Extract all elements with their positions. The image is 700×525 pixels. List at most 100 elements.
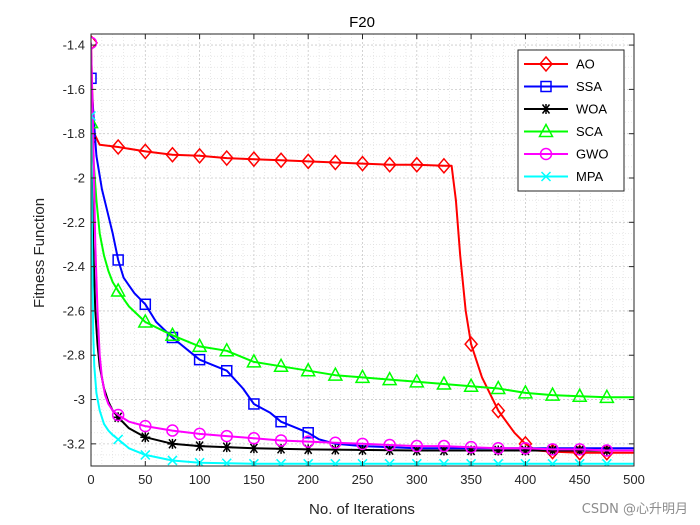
data-point-sca [191,337,208,353]
data-point-gwo [600,444,614,457]
y-tick-label: -1.4 [63,38,85,53]
data-point-ao [274,152,289,169]
data-point-ao [436,157,451,174]
legend-label: WOA [576,102,607,117]
data-point-mpa [221,458,232,466]
legend-marker [538,122,554,138]
data-point-gwo [437,439,451,453]
data-point-gwo [383,438,396,452]
data-point-mpa [276,458,287,466]
x-tick-label: 400 [515,472,537,487]
y-tick-label: -1.8 [63,126,85,141]
data-point-woa [547,445,558,456]
legend-entry-ao: AO [524,55,595,73]
series-layer [91,34,634,466]
data-point-ao [464,336,479,353]
data-point-woa [167,438,178,449]
x-tick-label: 150 [243,472,265,487]
data-point-woa [140,432,151,443]
y-tick-label: -2 [73,171,85,186]
data-point-gwo [247,432,261,445]
data-point-ao [328,154,343,171]
data-point-woa [411,445,422,456]
data-point-sca [300,362,316,377]
data-point-mpa [547,458,558,466]
x-tick-label: 50 [138,472,152,487]
data-point-ao [409,156,424,173]
data-point-gwo [519,442,532,455]
legend-box [517,49,625,192]
data-point-woa [113,412,124,423]
y-tick-label: -2.8 [63,348,85,363]
data-point-gwo [464,440,478,454]
data-point-sca [137,313,154,328]
data-point-ao [91,34,98,52]
x-tick-label: 350 [460,472,482,487]
data-point-sca [354,368,371,384]
data-point-gwo [546,443,559,456]
x-tick-label: 200 [297,472,319,487]
data-point-sca [381,371,398,386]
legend-marker [540,80,552,93]
data-point-woa [493,445,504,456]
data-point-mpa [91,110,97,121]
chart-title: F20 [349,14,375,31]
series-gwo [91,36,634,457]
data-point-ao [165,146,180,163]
data-point-mpa [601,458,612,466]
data-point-ao [246,151,261,168]
data-point-ao [111,138,126,156]
data-point-ao [491,402,506,419]
legend-label: MPA [576,169,604,184]
data-point-mpa [140,449,151,460]
data-point-ssa [112,254,124,266]
y-tick-label: -1.6 [63,82,85,97]
y-tick-label: -3 [73,392,85,407]
x-tick-label: 0 [87,472,94,487]
data-point-gwo [139,419,152,433]
data-point-mpa [384,458,395,466]
data-point-ssa [248,398,260,410]
x-tick-label: 300 [406,472,428,487]
data-point-ssa [139,298,152,311]
data-point-woa [303,444,314,455]
data-point-ssa [302,427,314,439]
legend-label: AO [576,57,595,72]
data-point-sca [436,375,452,390]
data-point-woa [248,443,259,454]
data-point-sca [463,377,479,392]
series-line-gwo [91,42,634,452]
data-point-sca [409,373,425,388]
data-point-sca [327,366,344,381]
data-point-ssa [91,72,97,85]
legend-entry-woa: WOA [524,102,607,117]
legend-marker [539,147,553,161]
data-point-woa [221,442,232,453]
data-point-ao [138,143,153,160]
series-line-woa [91,138,634,452]
series-line-sca [91,122,634,399]
data-point-mpa [330,458,341,466]
data-point-gwo [573,443,586,456]
x-tick-label: 100 [189,472,211,487]
data-point-sca [110,282,126,297]
legend-marker [540,171,552,182]
y-tick-label: -3.2 [63,436,85,451]
data-point-ssa [193,353,206,366]
data-point-ao [301,153,316,170]
series-line-ao [91,42,634,454]
data-point-woa [194,441,205,452]
data-point-woa [574,445,585,456]
y-tick-label: -2.2 [63,215,85,230]
legend-entry-ssa: SSA [524,79,602,94]
data-point-gwo [492,442,505,455]
legend-label: SSA [576,79,602,94]
data-point-ao [355,155,370,172]
data-point-sca [246,353,262,368]
data-point-gwo [356,437,369,451]
data-point-gwo [166,424,179,437]
legend-marker [541,104,551,114]
data-point-gwo [410,439,424,453]
data-point-sca [517,384,534,399]
